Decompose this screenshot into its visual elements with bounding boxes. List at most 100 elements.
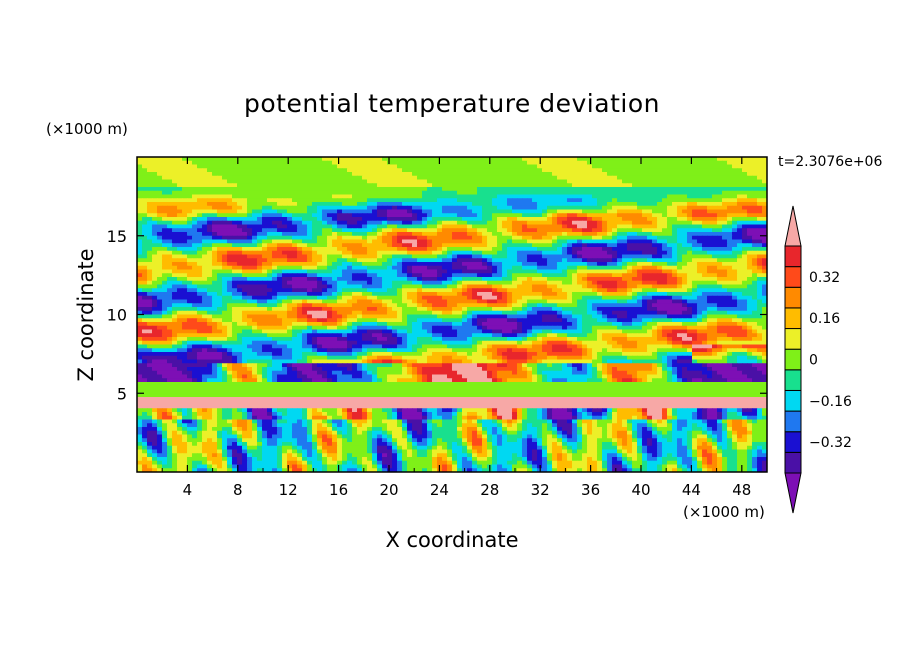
- heatmap-cell: [627, 288, 633, 293]
- heatmap-cell: [737, 239, 743, 244]
- heatmap-cell: [512, 183, 518, 188]
- heatmap-cell: [317, 303, 323, 308]
- heatmap-cell: [182, 157, 188, 162]
- heatmap-cell: [442, 228, 448, 233]
- heatmap-cell: [662, 187, 668, 192]
- heatmap-cell: [532, 228, 538, 233]
- heatmap-cell: [657, 273, 663, 278]
- heatmap-cell: [342, 284, 348, 289]
- heatmap-cell: [737, 228, 743, 233]
- heatmap-cell: [692, 250, 698, 256]
- heatmap-cell: [177, 224, 183, 229]
- heatmap-cell: [312, 168, 318, 173]
- heatmap-cell: [602, 190, 608, 196]
- heatmap-cell: [352, 213, 358, 218]
- heatmap-cell: [292, 209, 298, 214]
- heatmap-cell: [192, 213, 198, 218]
- heatmap-cell: [187, 232, 193, 237]
- heatmap-cell: [252, 228, 258, 233]
- heatmap-cell: [547, 254, 553, 259]
- heatmap-cell: [412, 220, 418, 226]
- heatmap-cell: [307, 299, 313, 304]
- heatmap-cell: [697, 243, 703, 248]
- heatmap-cell: [237, 265, 243, 271]
- heatmap-cell: [172, 160, 178, 166]
- heatmap-cell: [457, 247, 463, 252]
- heatmap-cell: [642, 217, 648, 222]
- heatmap-cell: [507, 190, 513, 196]
- heatmap-cell: [437, 295, 443, 301]
- heatmap-cell: [482, 220, 488, 226]
- heatmap-cell: [147, 288, 153, 293]
- heatmap-cell: [187, 269, 193, 274]
- heatmap-cell: [492, 172, 498, 177]
- heatmap-cell: [537, 239, 543, 244]
- heatmap-cell: [382, 205, 388, 211]
- heatmap-cell: [442, 295, 448, 301]
- heatmap-cell: [192, 299, 198, 304]
- heatmap-cell: [222, 224, 228, 229]
- heatmap-cell: [357, 228, 363, 233]
- heatmap-cell: [697, 299, 703, 304]
- heatmap-cell: [312, 209, 318, 214]
- y-unit-label: (×1000 m): [46, 120, 128, 138]
- heatmap-cell: [532, 292, 538, 297]
- heatmap-cell: [472, 232, 478, 237]
- heatmap-cell: [427, 194, 433, 199]
- heatmap-cell: [497, 250, 503, 256]
- heatmap-cell: [462, 295, 468, 301]
- heatmap-cell: [207, 194, 213, 199]
- heatmap-cell: [142, 168, 148, 173]
- heatmap-cell: [597, 239, 603, 244]
- heatmap-cell: [607, 292, 613, 297]
- heatmap-cell: [157, 243, 163, 248]
- heatmap-cell: [507, 284, 513, 289]
- heatmap-cell: [187, 280, 193, 286]
- heatmap-cell: [217, 235, 223, 241]
- heatmap-cell: [237, 175, 243, 181]
- heatmap-cell: [717, 262, 723, 267]
- heatmap-cell: [222, 254, 228, 259]
- heatmap-cell: [657, 258, 663, 263]
- heatmap-cell: [222, 157, 228, 162]
- heatmap-cell: [192, 172, 198, 177]
- heatmap-cell: [522, 262, 528, 267]
- heatmap-cell: [412, 258, 418, 263]
- heatmap-cell: [272, 209, 278, 214]
- heatmap-cell: [262, 160, 268, 166]
- heatmap-cell: [472, 202, 478, 207]
- heatmap-cell: [487, 303, 493, 308]
- heatmap-cell: [652, 258, 658, 263]
- heatmap-cell: [752, 209, 758, 214]
- heatmap-cell: [592, 175, 598, 181]
- heatmap-cell: [347, 269, 353, 274]
- heatmap-cell: [262, 243, 268, 248]
- heatmap-cell: [577, 172, 583, 177]
- heatmap-cell: [167, 187, 173, 192]
- heatmap-cell: [297, 187, 303, 192]
- heatmap-cell: [567, 235, 573, 241]
- heatmap-cell: [277, 224, 283, 229]
- heatmap-cell: [217, 265, 223, 271]
- heatmap-cell: [157, 224, 163, 229]
- heatmap-cell: [137, 172, 143, 177]
- heatmap-cell: [722, 228, 728, 233]
- heatmap-cell: [627, 292, 633, 297]
- heatmap-cell: [187, 198, 193, 203]
- heatmap-cell: [142, 220, 148, 226]
- heatmap-cell: [697, 262, 703, 267]
- heatmap-cell: [577, 247, 583, 252]
- heatmap-cell: [287, 239, 293, 244]
- heatmap-cell: [762, 217, 767, 222]
- heatmap-cell: [262, 179, 268, 184]
- heatmap-cell: [462, 284, 468, 289]
- heatmap-cell: [167, 183, 173, 188]
- heatmap-cell: [607, 258, 613, 263]
- heatmap-cell: [322, 213, 328, 218]
- heatmap-cell: [762, 280, 767, 286]
- heatmap-cell: [692, 194, 698, 199]
- heatmap-cell: [757, 262, 763, 267]
- heatmap-cell: [592, 292, 598, 297]
- heatmap-cell: [232, 273, 238, 278]
- heatmap-cell: [437, 250, 443, 256]
